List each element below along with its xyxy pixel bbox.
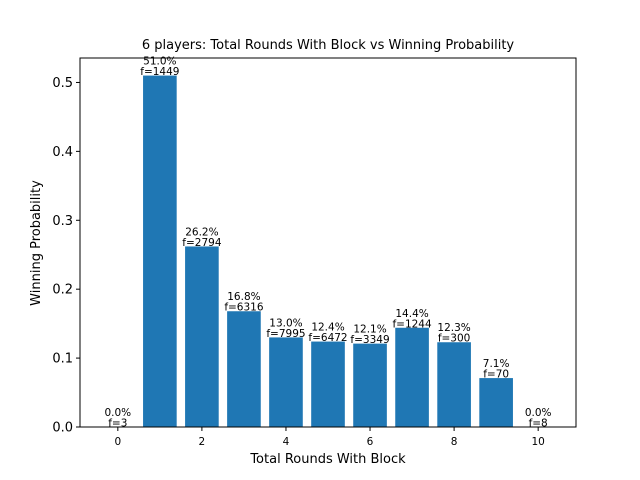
bar-7 [395,327,429,427]
x-tick-label: 6 [367,436,374,448]
x-tick-label: 2 [199,436,206,448]
data-label-freq: f=3349 [350,334,389,346]
y-tick-label: 0.0 [52,421,73,436]
data-label-freq: f=1244 [392,318,432,330]
y-tick-label: 0.2 [52,283,73,298]
bar-6 [353,343,387,427]
data-label-pct: 13.0% [269,317,302,329]
data-label-pct: 12.3% [437,322,470,334]
plot-frame [79,57,577,428]
bar-8 [437,342,471,427]
data-label-pct: 14.4% [395,308,428,320]
y-tick-label: 0.5 [52,76,73,91]
data-label-pct: 12.4% [311,322,344,334]
data-label-pct: 26.2% [185,226,218,238]
x-axis-label: Total Rounds With Block [249,452,406,467]
bar-5 [311,341,345,427]
y-tick-label: 0.3 [52,214,73,229]
x-tick-label: 0 [114,436,121,448]
x-tick-label: 8 [451,436,458,448]
data-label-freq: f=7995 [266,328,305,340]
data-label-pct: 12.1% [353,324,386,336]
y-axis-label: Winning Probability [29,180,44,306]
bars-layer [143,75,513,427]
bar-3 [227,311,261,427]
data-label-freq: f=6316 [224,302,264,314]
data-label-freq: f=1449 [140,66,179,78]
data-label-freq: f=2794 [182,237,222,249]
data-label-pct: 0.0% [104,407,131,419]
data-label-pct: 51.0% [143,56,176,68]
data-label-pct: 7.1% [483,358,510,370]
x-tick-label: 10 [531,436,544,448]
bar-4 [269,337,303,427]
y-tick-label: 0.1 [52,352,73,367]
data-label-freq: f=300 [438,333,471,345]
bar-9 [479,378,513,427]
data-label-pct: 16.8% [227,291,260,303]
annotations-layer: 0.0%f=351.0%f=144926.2%f=279416.8%f=6316… [104,56,551,430]
axes-layer: 0.0 0.1 0.2 0.3 0.4 0.5 0 2 4 6 8 10 [52,57,577,448]
x-tick-label: 4 [283,436,290,448]
bar-1 [143,75,177,427]
data-label-freq: f=6472 [308,332,347,344]
bar-2 [185,246,219,427]
data-label-pct: 0.0% [525,407,552,419]
data-label-freq: f=70 [483,369,509,381]
chart-title: 6 players: Total Rounds With Block vs Wi… [142,38,515,53]
y-tick-label: 0.4 [52,145,73,160]
